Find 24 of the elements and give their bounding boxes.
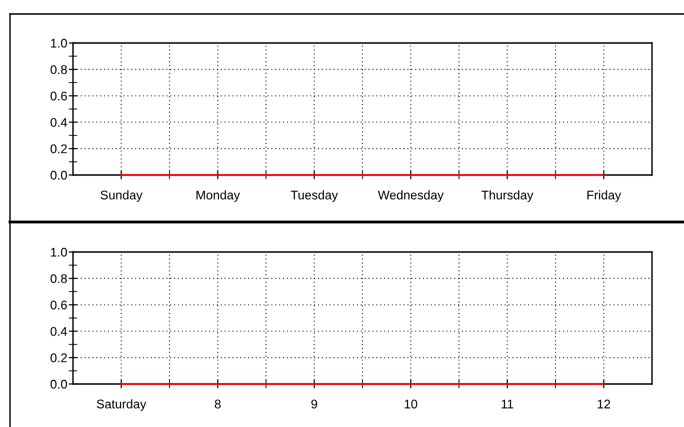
x-tick-label: Tuesday xyxy=(290,190,338,202)
y-tick-label: 0.0 xyxy=(50,170,67,180)
y-tick-label: 1.0 xyxy=(51,38,67,48)
x-tick-label: 9 xyxy=(311,400,318,408)
x-tick-label: Wednesday xyxy=(378,190,444,202)
y-tick-label: 0.0 xyxy=(50,380,67,389)
y-tick-label: 0.8 xyxy=(50,65,67,74)
y-tick-label: 1.0 xyxy=(51,248,67,257)
y-tick-label: 0.6 xyxy=(50,300,67,310)
y-tick-label: 0.4 xyxy=(50,118,68,127)
x-tick-label: 12 xyxy=(598,400,610,408)
x-tick-label: Sunday xyxy=(100,190,142,202)
x-tick-label: 8 xyxy=(214,400,221,408)
y-tick-label: 0.2 xyxy=(50,144,67,154)
x-tick-label: Saturday xyxy=(96,399,146,411)
y-tick-label: 0.8 xyxy=(50,274,67,284)
y-tick-label: 0.4 xyxy=(50,327,68,336)
y-tick-label: 0.6 xyxy=(50,92,67,100)
x-tick-label: 10 xyxy=(404,400,418,408)
y-tick-label: 0.2 xyxy=(50,353,67,362)
x-tick-label: Thursday xyxy=(481,190,534,202)
x-tick-label: Monday xyxy=(196,190,240,202)
x-tick-label: 11 xyxy=(502,400,514,408)
x-tick-label: Friday xyxy=(587,190,622,202)
